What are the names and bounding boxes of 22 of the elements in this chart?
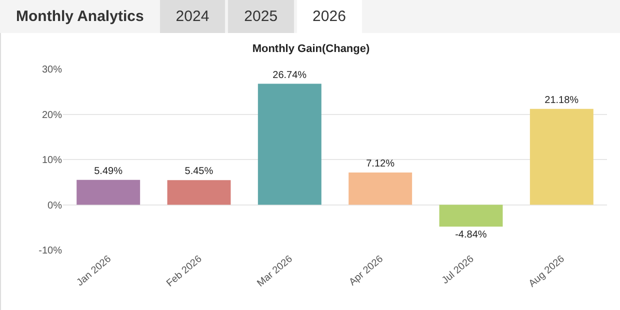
bar	[530, 108, 594, 205]
text: 2024	[160, 0, 226, 33]
text: Monthly Analytics	[15, 7, 145, 27]
chart-title: Monthly Gain(Change)	[252, 42, 370, 55]
data-label: 26.74%	[272, 70, 307, 81]
data-label: 5.45%	[184, 166, 214, 178]
bar	[348, 172, 412, 205]
bar	[258, 84, 322, 205]
y-tick-label: 20%	[42, 110, 62, 121]
y-tick-label: -10%	[38, 246, 62, 256]
bar	[76, 180, 140, 205]
text: 2025	[228, 0, 294, 33]
text: 2026	[296, 0, 362, 33]
y-tick-label: 10%	[42, 155, 62, 166]
data-label: -4.84%	[455, 230, 487, 241]
bar	[439, 204, 503, 227]
y-tick-label: 0%	[48, 200, 62, 212]
data-label: 7.12%	[366, 158, 395, 170]
bar	[167, 180, 231, 205]
y-tick-label: 30%	[42, 64, 62, 76]
data-label: 5.49%	[94, 166, 123, 177]
data-label: 21.18%	[544, 94, 579, 106]
